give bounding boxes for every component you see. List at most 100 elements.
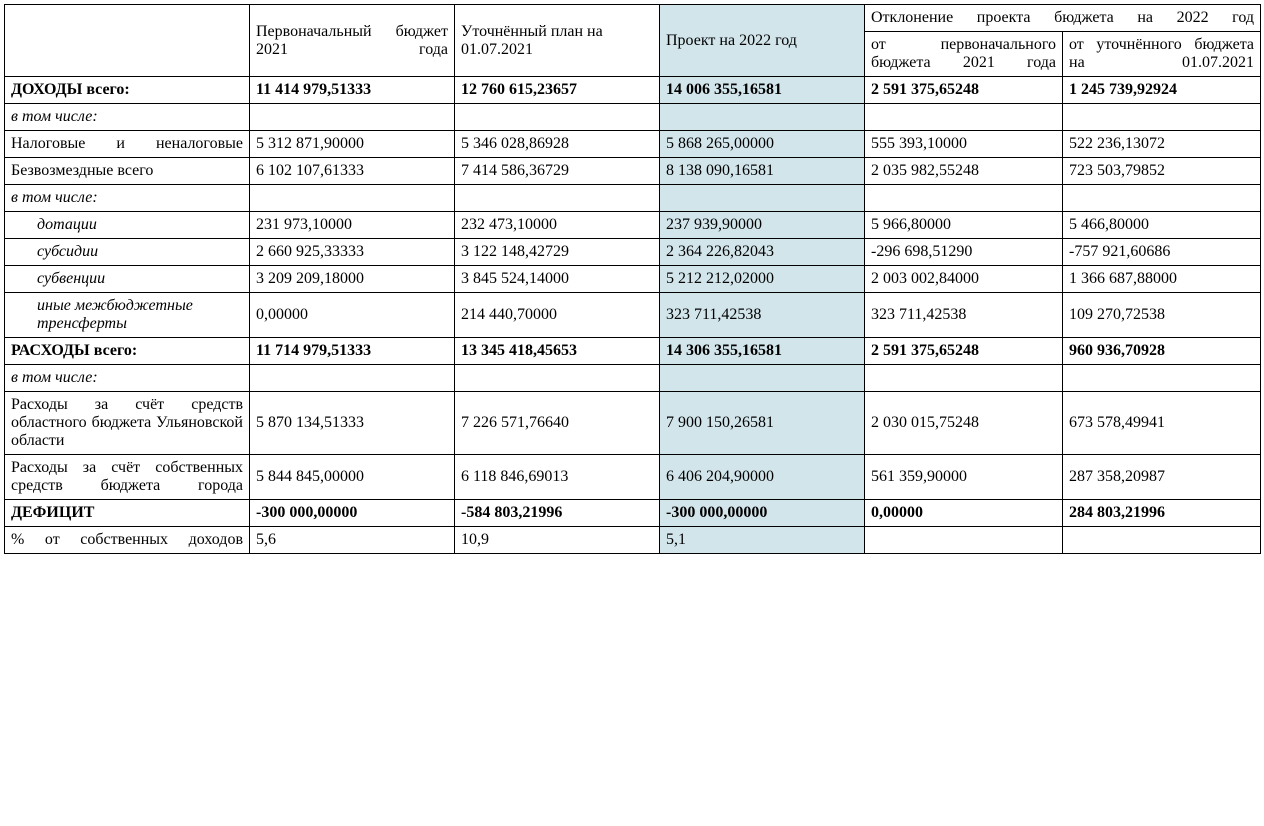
table-row: в том числе: [5,104,1261,131]
row-value: 237 939,90000 [660,212,865,239]
row-value [1063,365,1261,392]
row-label: иные межбюджетные тренсферты [5,293,250,338]
row-value: 3 122 148,42729 [455,239,660,266]
row-value: 5 966,80000 [865,212,1063,239]
table-row: ДОХОДЫ всего:11 414 979,5133312 760 615,… [5,77,1261,104]
header-col-initial: Первоначальный бюджет 2021 года [250,5,455,77]
row-value: 287 358,20987 [1063,455,1261,500]
row-label: Налоговые и неналоговые [5,131,250,158]
budget-table: Первоначальный бюджет 2021 года Уточнённ… [4,4,1261,554]
header-deviation-group: Отклонение проекта бюджета на 2022 год [865,5,1261,32]
row-value: 6 118 846,69013 [455,455,660,500]
row-value: 0,00000 [865,500,1063,527]
table-row: иные межбюджетные тренсферты0,00000214 4… [5,293,1261,338]
row-value [865,185,1063,212]
row-value [865,104,1063,131]
row-value: 7 226 571,76640 [455,392,660,455]
row-value: 2 030 015,75248 [865,392,1063,455]
row-value: 284 803,21996 [1063,500,1261,527]
row-label: в том числе: [5,104,250,131]
table-row: дотации231 973,10000232 473,10000237 939… [5,212,1261,239]
row-value: 14 306 355,16581 [660,338,865,365]
row-value [660,365,865,392]
row-value: 5 346 028,86928 [455,131,660,158]
row-value [250,104,455,131]
row-value [865,365,1063,392]
row-value: 1 245 739,92924 [1063,77,1261,104]
row-value [660,104,865,131]
row-value: 2 591 375,65248 [865,338,1063,365]
row-label: РАСХОДЫ всего: [5,338,250,365]
header-col-revised: Уточнённый план на 01.07.2021 [455,5,660,77]
row-value: 13 345 418,45653 [455,338,660,365]
row-value: 723 503,79852 [1063,158,1261,185]
row-value: 6 406 204,90000 [660,455,865,500]
row-value: 2 591 375,65248 [865,77,1063,104]
row-value: 232 473,10000 [455,212,660,239]
row-label: ДОХОДЫ всего: [5,77,250,104]
header-dev-from-revised: от уточнённого бюджета на 01.07.2021 [1063,32,1261,77]
row-label: дотации [5,212,250,239]
table-row: Расходы за счёт собственных средств бюдж… [5,455,1261,500]
row-value: 14 006 355,16581 [660,77,865,104]
row-value: 673 578,49941 [1063,392,1261,455]
row-value: 2 660 925,33333 [250,239,455,266]
row-value: 11 414 979,51333 [250,77,455,104]
row-value [250,185,455,212]
table-row: в том числе: [5,185,1261,212]
table-row: РАСХОДЫ всего:11 714 979,5133313 345 418… [5,338,1261,365]
row-value: -300 000,00000 [660,500,865,527]
row-label: ДЕФИЦИТ [5,500,250,527]
header-blank [5,5,250,77]
header-dev-from-initial: от первоначального бюджета 2021 года [865,32,1063,77]
row-value: 5,6 [250,527,455,554]
row-label: Расходы за счёт средств областного бюдже… [5,392,250,455]
row-value: 1 366 687,88000 [1063,266,1261,293]
row-value: 12 760 615,23657 [455,77,660,104]
row-label: в том числе: [5,185,250,212]
table-row: субсидии2 660 925,333333 122 148,427292 … [5,239,1261,266]
row-value: -300 000,00000 [250,500,455,527]
row-value: 3 845 524,14000 [455,266,660,293]
row-label: в том числе: [5,365,250,392]
row-value: 5 870 134,51333 [250,392,455,455]
row-value: -757 921,60686 [1063,239,1261,266]
row-value: 10,9 [455,527,660,554]
row-value: 3 209 209,18000 [250,266,455,293]
row-value: 960 936,70928 [1063,338,1261,365]
row-value [1063,527,1261,554]
row-value: 231 973,10000 [250,212,455,239]
row-value [1063,104,1261,131]
row-value: 6 102 107,61333 [250,158,455,185]
row-label: субвенции [5,266,250,293]
row-value [1063,185,1261,212]
row-label: субсидии [5,239,250,266]
row-value: 0,00000 [250,293,455,338]
row-value: 5 868 265,00000 [660,131,865,158]
row-value [455,365,660,392]
row-value: 555 393,10000 [865,131,1063,158]
row-value [660,185,865,212]
row-value [455,104,660,131]
row-value: 5 844 845,00000 [250,455,455,500]
table-row: в том числе: [5,365,1261,392]
row-value [250,365,455,392]
table-row: % от собственных доходов5,610,95,1 [5,527,1261,554]
header-row-1: Первоначальный бюджет 2021 года Уточнённ… [5,5,1261,32]
row-value: 2 035 982,55248 [865,158,1063,185]
table-row: Налоговые и неналоговые5 312 871,900005 … [5,131,1261,158]
row-value: 5 312 871,90000 [250,131,455,158]
row-value [865,527,1063,554]
row-value: 8 138 090,16581 [660,158,865,185]
header-col-project: Проект на 2022 год [660,5,865,77]
row-label: Расходы за счёт собственных средств бюдж… [5,455,250,500]
row-value: 323 711,42538 [660,293,865,338]
row-value: 5 466,80000 [1063,212,1261,239]
row-value: 5,1 [660,527,865,554]
row-value: 2 364 226,82043 [660,239,865,266]
row-label: Безвозмездные всего [5,158,250,185]
row-value: 323 711,42538 [865,293,1063,338]
row-value: 2 003 002,84000 [865,266,1063,293]
table-row: субвенции3 209 209,180003 845 524,140005… [5,266,1261,293]
row-value: -584 803,21996 [455,500,660,527]
